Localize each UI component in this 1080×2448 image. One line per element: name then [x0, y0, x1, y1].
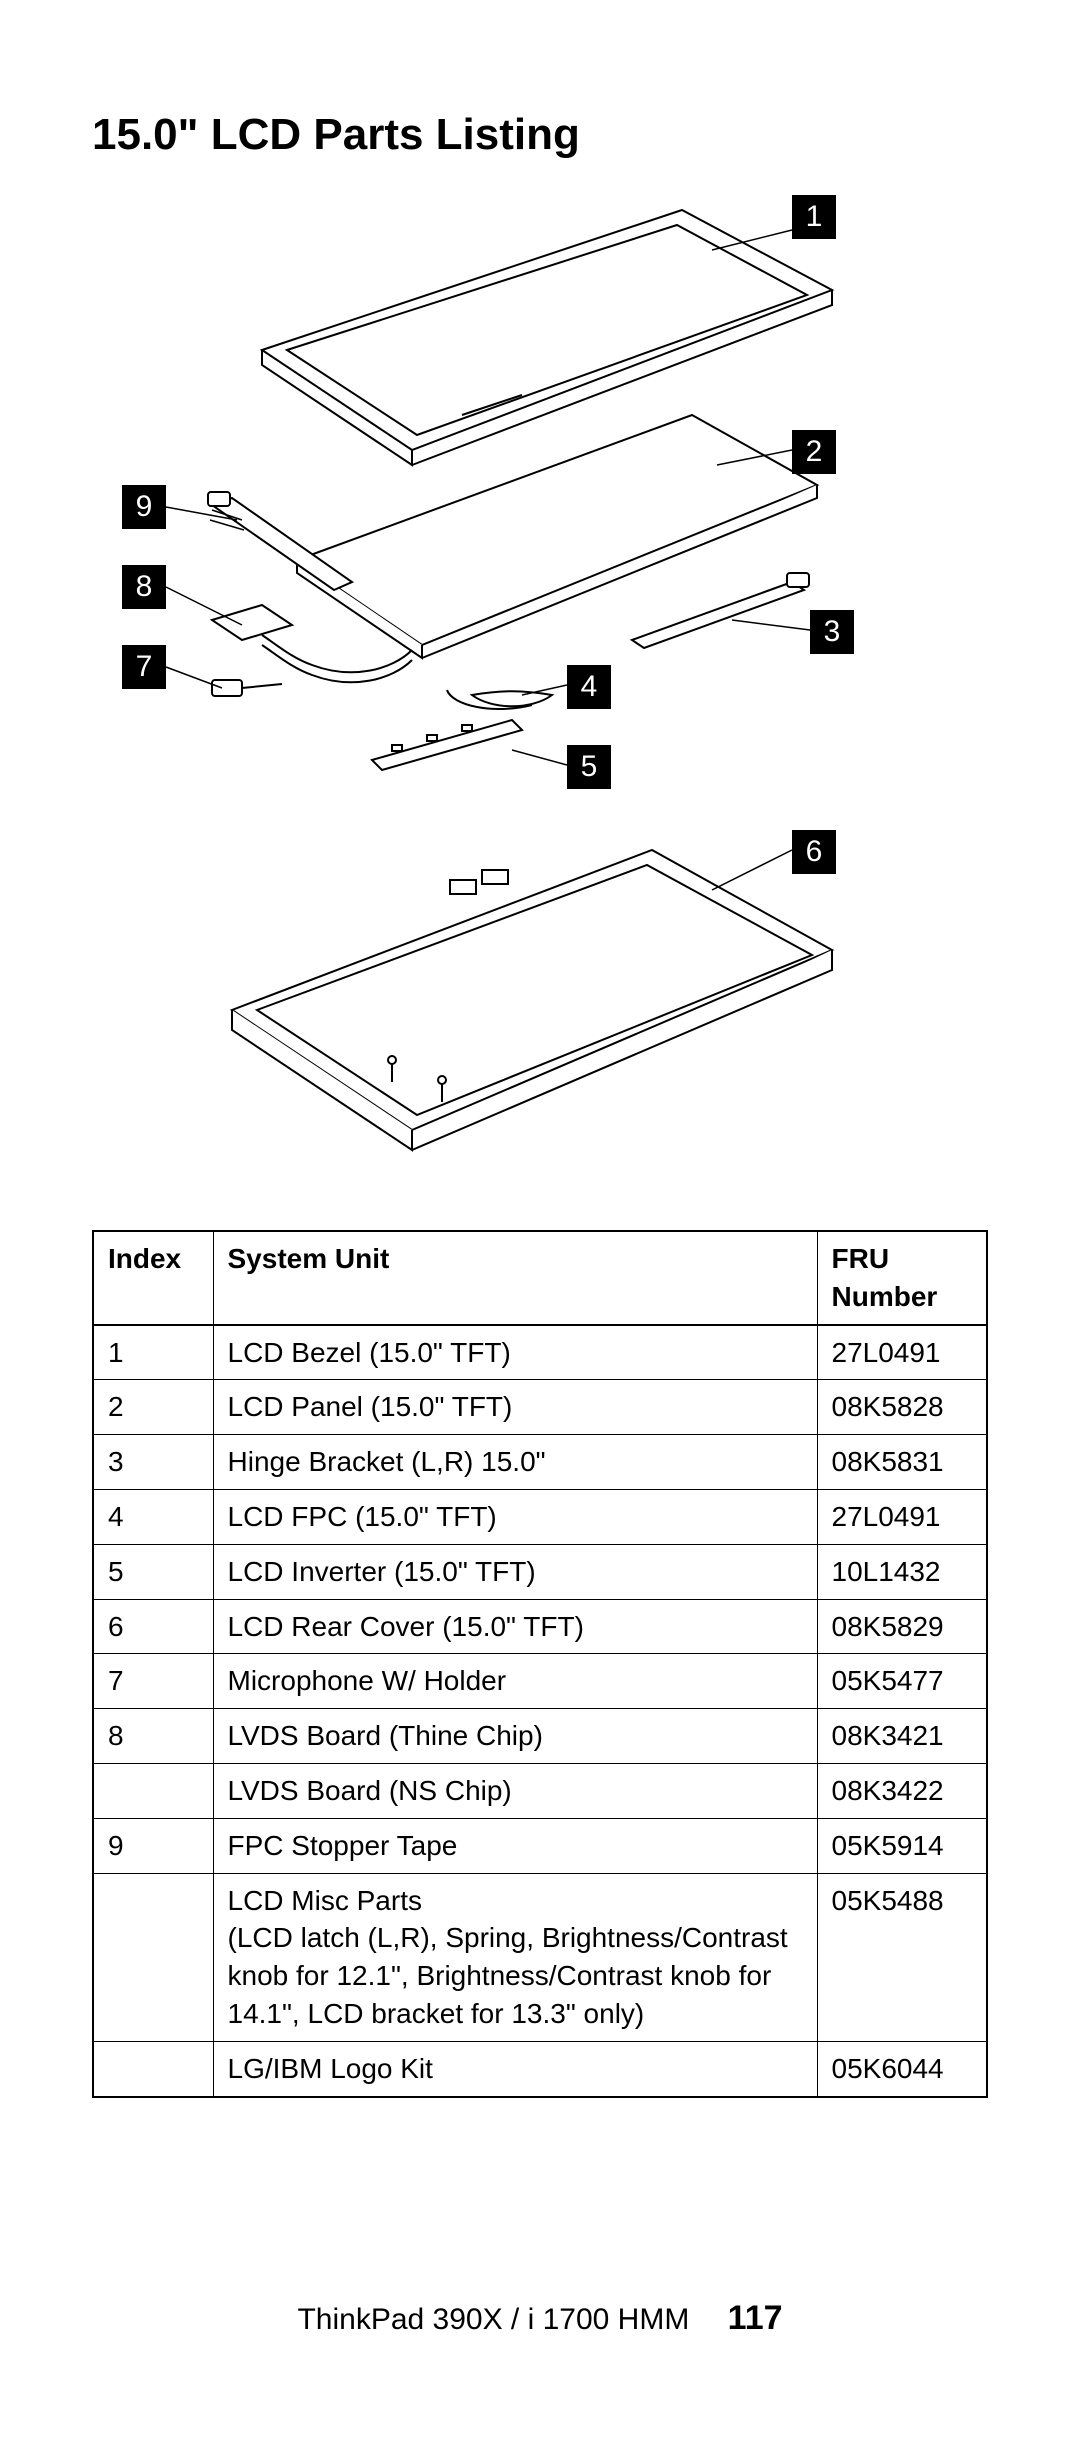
callout-8: 8 [122, 565, 166, 609]
footer-page-number: 117 [728, 2299, 783, 2337]
cell-index: 1 [93, 1325, 213, 1380]
page: 15.0" LCD Parts Listing [0, 0, 1080, 2448]
cell-index: 6 [93, 1599, 213, 1654]
header-fru: FRU Number [817, 1231, 987, 1325]
cell-fru: 08K5829 [817, 1599, 987, 1654]
table-row: 5LCD Inverter (15.0" TFT)10L1432 [93, 1544, 987, 1599]
cell-unit: Microphone W/ Holder [213, 1654, 817, 1709]
table-row: 4LCD FPC (15.0" TFT)27L0491 [93, 1489, 987, 1544]
cell-unit: FPC Stopper Tape [213, 1818, 817, 1873]
cell-unit: LCD Panel (15.0" TFT) [213, 1380, 817, 1435]
header-index: Index [93, 1231, 213, 1325]
cell-fru: 05K5488 [817, 1873, 987, 2041]
cell-index: 3 [93, 1435, 213, 1490]
table-row: 2LCD Panel (15.0" TFT)08K5828 [93, 1380, 987, 1435]
table-row: 1LCD Bezel (15.0" TFT)27L0491 [93, 1325, 987, 1380]
cell-fru: 08K3421 [817, 1709, 987, 1764]
footer-text: ThinkPad 390X / i 1700 HMM [297, 2303, 689, 2336]
exploded-diagram: 1 2 3 4 5 6 7 8 9 [92, 190, 992, 1190]
callout-4: 4 [567, 665, 611, 709]
cell-index [93, 1873, 213, 2041]
cell-unit: LG/IBM Logo Kit [213, 2041, 817, 2096]
cell-fru: 27L0491 [817, 1325, 987, 1380]
cell-index: 4 [93, 1489, 213, 1544]
cell-index: 8 [93, 1709, 213, 1764]
table-row: 6LCD Rear Cover (15.0" TFT)08K5829 [93, 1599, 987, 1654]
table-row: 3Hinge Bracket (L,R) 15.0"08K5831 [93, 1435, 987, 1490]
cell-unit: LVDS Board (NS Chip) [213, 1763, 817, 1818]
page-footer: ThinkPad 390X / i 1700 HMM 117 [0, 2299, 1080, 2338]
cell-index [93, 2041, 213, 2096]
cell-fru: 27L0491 [817, 1489, 987, 1544]
callout-9: 9 [122, 485, 166, 529]
cell-unit: LVDS Board (Thine Chip) [213, 1709, 817, 1764]
cell-fru: 08K5831 [817, 1435, 987, 1490]
callout-3: 3 [810, 610, 854, 654]
cell-index: 2 [93, 1380, 213, 1435]
cell-unit: LCD Misc Parts(LCD latch (L,R), Spring, … [213, 1873, 817, 2041]
table-header-row: Index System Unit FRU Number [93, 1231, 987, 1325]
cell-fru: 05K5477 [817, 1654, 987, 1709]
parts-table: Index System Unit FRU Number 1LCD Bezel … [92, 1230, 988, 2098]
table-row: LG/IBM Logo Kit05K6044 [93, 2041, 987, 2096]
cell-unit: Hinge Bracket (L,R) 15.0" [213, 1435, 817, 1490]
cell-fru: 05K6044 [817, 2041, 987, 2096]
cell-unit: LCD Rear Cover (15.0" TFT) [213, 1599, 817, 1654]
cell-unit: LCD Inverter (15.0" TFT) [213, 1544, 817, 1599]
table-row: 7Microphone W/ Holder05K5477 [93, 1654, 987, 1709]
callout-7: 7 [122, 645, 166, 689]
page-title: 15.0" LCD Parts Listing [92, 110, 988, 160]
table-row: 9FPC Stopper Tape05K5914 [93, 1818, 987, 1873]
callout-2: 2 [792, 430, 836, 474]
cell-unit: LCD FPC (15.0" TFT) [213, 1489, 817, 1544]
cell-fru: 08K5828 [817, 1380, 987, 1435]
callout-1: 1 [792, 195, 836, 239]
table-row: 8LVDS Board (Thine Chip)08K3421 [93, 1709, 987, 1764]
header-unit: System Unit [213, 1231, 817, 1325]
cell-unit: LCD Bezel (15.0" TFT) [213, 1325, 817, 1380]
cell-index [93, 1763, 213, 1818]
cell-index: 9 [93, 1818, 213, 1873]
cell-index: 7 [93, 1654, 213, 1709]
diagram-svg [92, 190, 992, 1190]
callout-6: 6 [792, 830, 836, 874]
table-row: LVDS Board (NS Chip)08K3422 [93, 1763, 987, 1818]
cell-fru: 10L1432 [817, 1544, 987, 1599]
cell-index: 5 [93, 1544, 213, 1599]
callout-5: 5 [567, 745, 611, 789]
cell-fru: 08K3422 [817, 1763, 987, 1818]
cell-fru: 05K5914 [817, 1818, 987, 1873]
table-row: LCD Misc Parts(LCD latch (L,R), Spring, … [93, 1873, 987, 2041]
